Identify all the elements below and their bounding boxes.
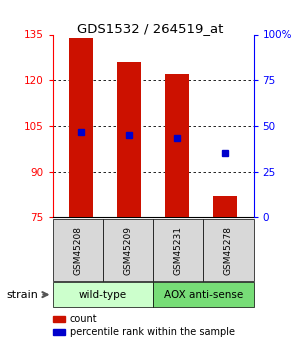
Text: wild-type: wild-type [79,290,127,299]
Text: GDS1532 / 264519_at: GDS1532 / 264519_at [77,22,223,36]
Text: percentile rank within the sample: percentile rank within the sample [70,327,235,337]
Text: GSM45208: GSM45208 [73,226,82,275]
Text: GSM45231: GSM45231 [174,226,183,275]
Text: GSM45278: GSM45278 [224,226,233,275]
Text: AOX anti-sense: AOX anti-sense [164,290,243,299]
Bar [165,74,189,217]
Bar [69,38,93,217]
Bar [117,62,141,217]
Text: strain: strain [6,290,38,299]
Bar [213,196,237,217]
Text: count: count [70,314,97,324]
Text: GSM45209: GSM45209 [123,226,132,275]
